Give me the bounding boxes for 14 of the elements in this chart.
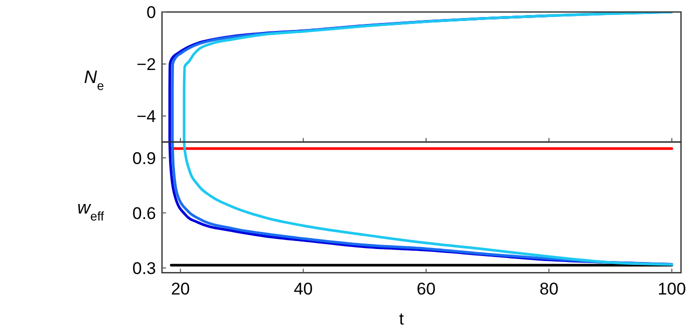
x-tick-label: 60 bbox=[416, 280, 436, 299]
y-axis-title: N$_{e}$ bbox=[84, 67, 104, 93]
y-tick-label: 0 bbox=[146, 3, 156, 22]
x-tick-label: 80 bbox=[539, 280, 558, 299]
x-tick-label: 40 bbox=[294, 280, 313, 299]
x-tick-label: 100 bbox=[658, 280, 686, 299]
y-tick-label: 0.9 bbox=[132, 148, 156, 168]
x-tick-label: 20 bbox=[170, 280, 190, 299]
y-tick-label: −2 bbox=[136, 55, 156, 74]
x-axis-title: t bbox=[399, 310, 404, 329]
y-tick-label: 0.6 bbox=[132, 204, 156, 223]
y-tick-label: 0.3 bbox=[132, 258, 156, 278]
y-tick-label: −4 bbox=[136, 107, 156, 126]
y-axis-title: w$_{eff}$ bbox=[77, 197, 104, 224]
